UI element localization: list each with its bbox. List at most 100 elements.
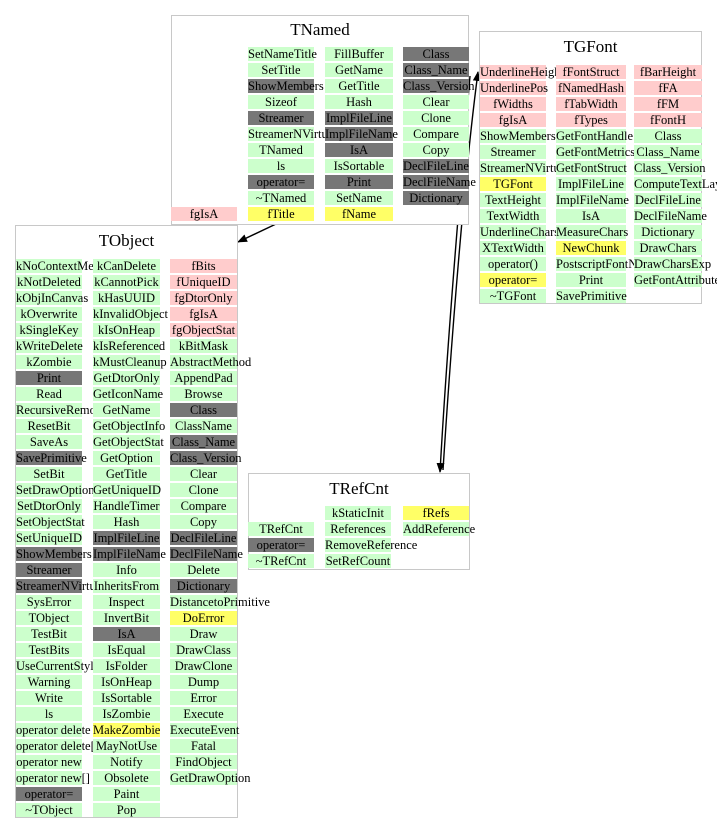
member-tobject-write[interactable]: Write [16,691,82,705]
member-tgfont-textheight[interactable]: TextHeight [480,193,546,207]
member-tobject-declfileline[interactable]: DeclFileLine [170,531,237,545]
member-tobject-maynotuse[interactable]: MayNotUse [93,739,160,753]
member-tgfont-ffa[interactable]: fFA [634,81,702,95]
member-tnamed-class-version[interactable]: Class_Version [403,79,475,93]
member-tgfont-ffm[interactable]: fFM [634,97,702,111]
member-trefcnt--trefcnt[interactable]: ~TRefCnt [248,554,314,568]
member-tgfont-isa[interactable]: IsA [556,209,626,223]
member-tnamed-streamernvirtual[interactable]: StreamerNVirtual [248,127,337,141]
member-tobject-getobjectstat[interactable]: GetObjectStat [93,435,164,449]
member-tobject-executeevent[interactable]: ExecuteEvent [170,723,240,737]
member-tobject-setobjectstat[interactable]: SetObjectStat [16,515,85,529]
member-trefcnt-trefcnt[interactable]: TRefCnt [248,522,314,536]
member-tobject-implfilename[interactable]: ImplFileName [93,547,166,561]
member-tnamed-getname[interactable]: GetName [325,63,393,77]
member-tgfont-operator-[interactable]: operator() [480,257,546,271]
member-tobject-isonheap[interactable]: IsOnHeap [93,675,160,689]
member-tobject-kbitmask[interactable]: kBitMask [170,339,237,353]
member-tgfont-class-name[interactable]: Class_Name [634,145,702,159]
member-tobject-notify[interactable]: Notify [93,755,160,769]
member-tgfont-class[interactable]: Class [634,129,702,143]
member-tgfont--tgfont[interactable]: ~TGFont [480,289,546,303]
member-tobject-info[interactable]: Info [93,563,160,577]
member-tobject-clear[interactable]: Clear [170,467,237,481]
member-tobject-fgisa[interactable]: fgIsA [170,307,237,321]
member-tobject-saveprimitive[interactable]: SavePrimitive [16,451,87,465]
member-tgfont-underlineheight[interactable]: UnderlineHeight [480,65,565,79]
member-tnamed-showmembers[interactable]: ShowMembers [248,79,324,93]
member-tnamed-ftitle[interactable]: fTitle [248,207,314,221]
member-tobject-class-version[interactable]: Class_Version [170,451,242,465]
member-tobject-fgobjectstat[interactable]: fgObjectStat [170,323,237,337]
member-tobject-kobjincanvas[interactable]: kObjInCanvas [16,291,89,305]
member-tobject-operator-new-[interactable]: operator new[] [16,771,90,785]
member-tobject-setdrawoption[interactable]: SetDrawOption [16,483,95,497]
member-tgfont-computetextlayout[interactable]: ComputeTextLayout [634,177,717,191]
member-tobject-inheritsfrom[interactable]: InheritsFrom [93,579,160,593]
member-tobject-geticonname[interactable]: GetIconName [93,387,164,401]
member-tobject-doerror[interactable]: DoError [170,611,237,625]
member-tobject-ksinglekey[interactable]: kSingleKey [16,323,82,337]
member-tobject-kcandelete[interactable]: kCanDelete [93,259,160,273]
member-tobject-getname[interactable]: GetName [93,403,160,417]
member-tobject-streamer[interactable]: Streamer [16,563,82,577]
member-tnamed-clone[interactable]: Clone [403,111,469,125]
member-tgfont-drawchars[interactable]: DrawChars [634,241,702,255]
member-tobject-error[interactable]: Error [170,691,237,705]
member-tnamed-declfileline[interactable]: DeclFileLine [403,159,469,173]
member-tobject-streamernvirtual[interactable]: StreamerNVirtual [16,579,105,593]
member-trefcnt-setrefcount[interactable]: SetRefCount [325,554,391,568]
member-tgfont-ftypes[interactable]: fTypes [556,113,626,127]
member-tobject-isfolder[interactable]: IsFolder [93,659,160,673]
member-tnamed-print[interactable]: Print [325,175,393,189]
member-tobject-dump[interactable]: Dump [170,675,237,689]
member-tgfont-streamer[interactable]: Streamer [480,145,546,159]
member-tobject-tobject[interactable]: TObject [16,611,82,625]
member-tobject-hash[interactable]: Hash [93,515,160,529]
member-trefcnt-frefs[interactable]: fRefs [403,506,469,520]
member-tobject-distancetoprimitive[interactable]: DistancetoPrimitive [170,595,270,609]
member-tobject-khasuuid[interactable]: kHasUUID [93,291,160,305]
member-tnamed-streamer[interactable]: Streamer [248,111,314,125]
member-tnamed-fillbuffer[interactable]: FillBuffer [325,47,393,61]
member-tnamed-hash[interactable]: Hash [325,95,393,109]
member-tgfont-getfontmetrics[interactable]: GetFontMetrics [556,145,636,159]
member-tobject-getdrawoption[interactable]: GetDrawOption [170,771,251,785]
member-tgfont-saveprimitive[interactable]: SavePrimitive [556,289,627,303]
member-tobject-resetbit[interactable]: ResetBit [16,419,82,433]
member-trefcnt-references[interactable]: References [325,522,391,536]
member-tgfont-declfileline[interactable]: DeclFileLine [634,193,702,207]
member-tobject-setdtoronly[interactable]: SetDtorOnly [16,499,82,513]
member-tobject-issortable[interactable]: IsSortable [93,691,160,705]
member-tobject-operator-[interactable]: operator= [16,787,82,801]
member-tobject-testbit[interactable]: TestBit [16,627,82,641]
member-tobject-kisreferenced[interactable]: kIsReferenced [93,339,166,353]
member-tobject-compare[interactable]: Compare [170,499,237,513]
member-tobject-koverwrite[interactable]: kOverwrite [16,307,82,321]
member-tobject-isa[interactable]: IsA [93,627,160,641]
member-tgfont-drawcharsexp[interactable]: DrawCharsExp [634,257,712,271]
member-tgfont-streamernvirtual[interactable]: StreamerNVirtual [480,161,569,175]
member-tobject-kcannotpick[interactable]: kCannotPick [93,275,160,289]
member-tgfont-ftabwidth[interactable]: fTabWidth [556,97,626,111]
member-tgfont-ffonth[interactable]: fFontH [634,113,702,127]
member-tobject-appendpad[interactable]: AppendPad [170,371,237,385]
member-tgfont-measurechars[interactable]: MeasureChars [556,225,629,239]
member-tobject-print[interactable]: Print [16,371,82,385]
member-tnamed-class[interactable]: Class [403,47,469,61]
member-tgfont-showmembers[interactable]: ShowMembers [480,129,556,143]
member-trefcnt-addreference[interactable]: AddReference [403,522,476,536]
member-tobject-drawclass[interactable]: DrawClass [170,643,237,657]
member-tobject-kmustcleanup[interactable]: kMustCleanup [93,355,167,369]
member-tobject-makezombie[interactable]: MakeZombie [93,723,161,737]
member-trefcnt-operator-[interactable]: operator= [248,538,314,552]
member-tgfont-underlinepos[interactable]: UnderlinePos [480,81,549,95]
member-tnamed-isa[interactable]: IsA [325,143,393,157]
member-tgfont-postscriptfontname[interactable]: PostscriptFontName [556,257,659,271]
member-tnamed-gettitle[interactable]: GetTitle [325,79,393,93]
member-tobject-getoption[interactable]: GetOption [93,451,160,465]
member-tobject-clone[interactable]: Clone [170,483,237,497]
member-tobject-fgdtoronly[interactable]: fgDtorOnly [170,291,237,305]
member-tnamed-ls[interactable]: ls [248,159,314,173]
member-tgfont-implfileline[interactable]: ImplFileLine [556,177,626,191]
